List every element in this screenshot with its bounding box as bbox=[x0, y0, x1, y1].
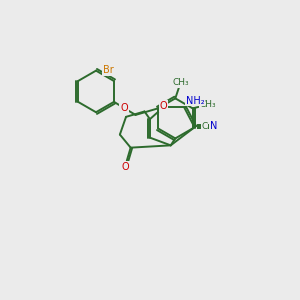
Text: O: O bbox=[120, 103, 128, 113]
Text: Br: Br bbox=[103, 65, 114, 75]
Text: O: O bbox=[160, 101, 168, 111]
Text: CH₃: CH₃ bbox=[172, 79, 189, 88]
Text: N: N bbox=[210, 121, 218, 131]
Text: CH₃: CH₃ bbox=[200, 100, 216, 109]
Text: C: C bbox=[201, 122, 208, 131]
Text: O: O bbox=[122, 162, 129, 172]
Text: NH₂: NH₂ bbox=[186, 96, 205, 106]
